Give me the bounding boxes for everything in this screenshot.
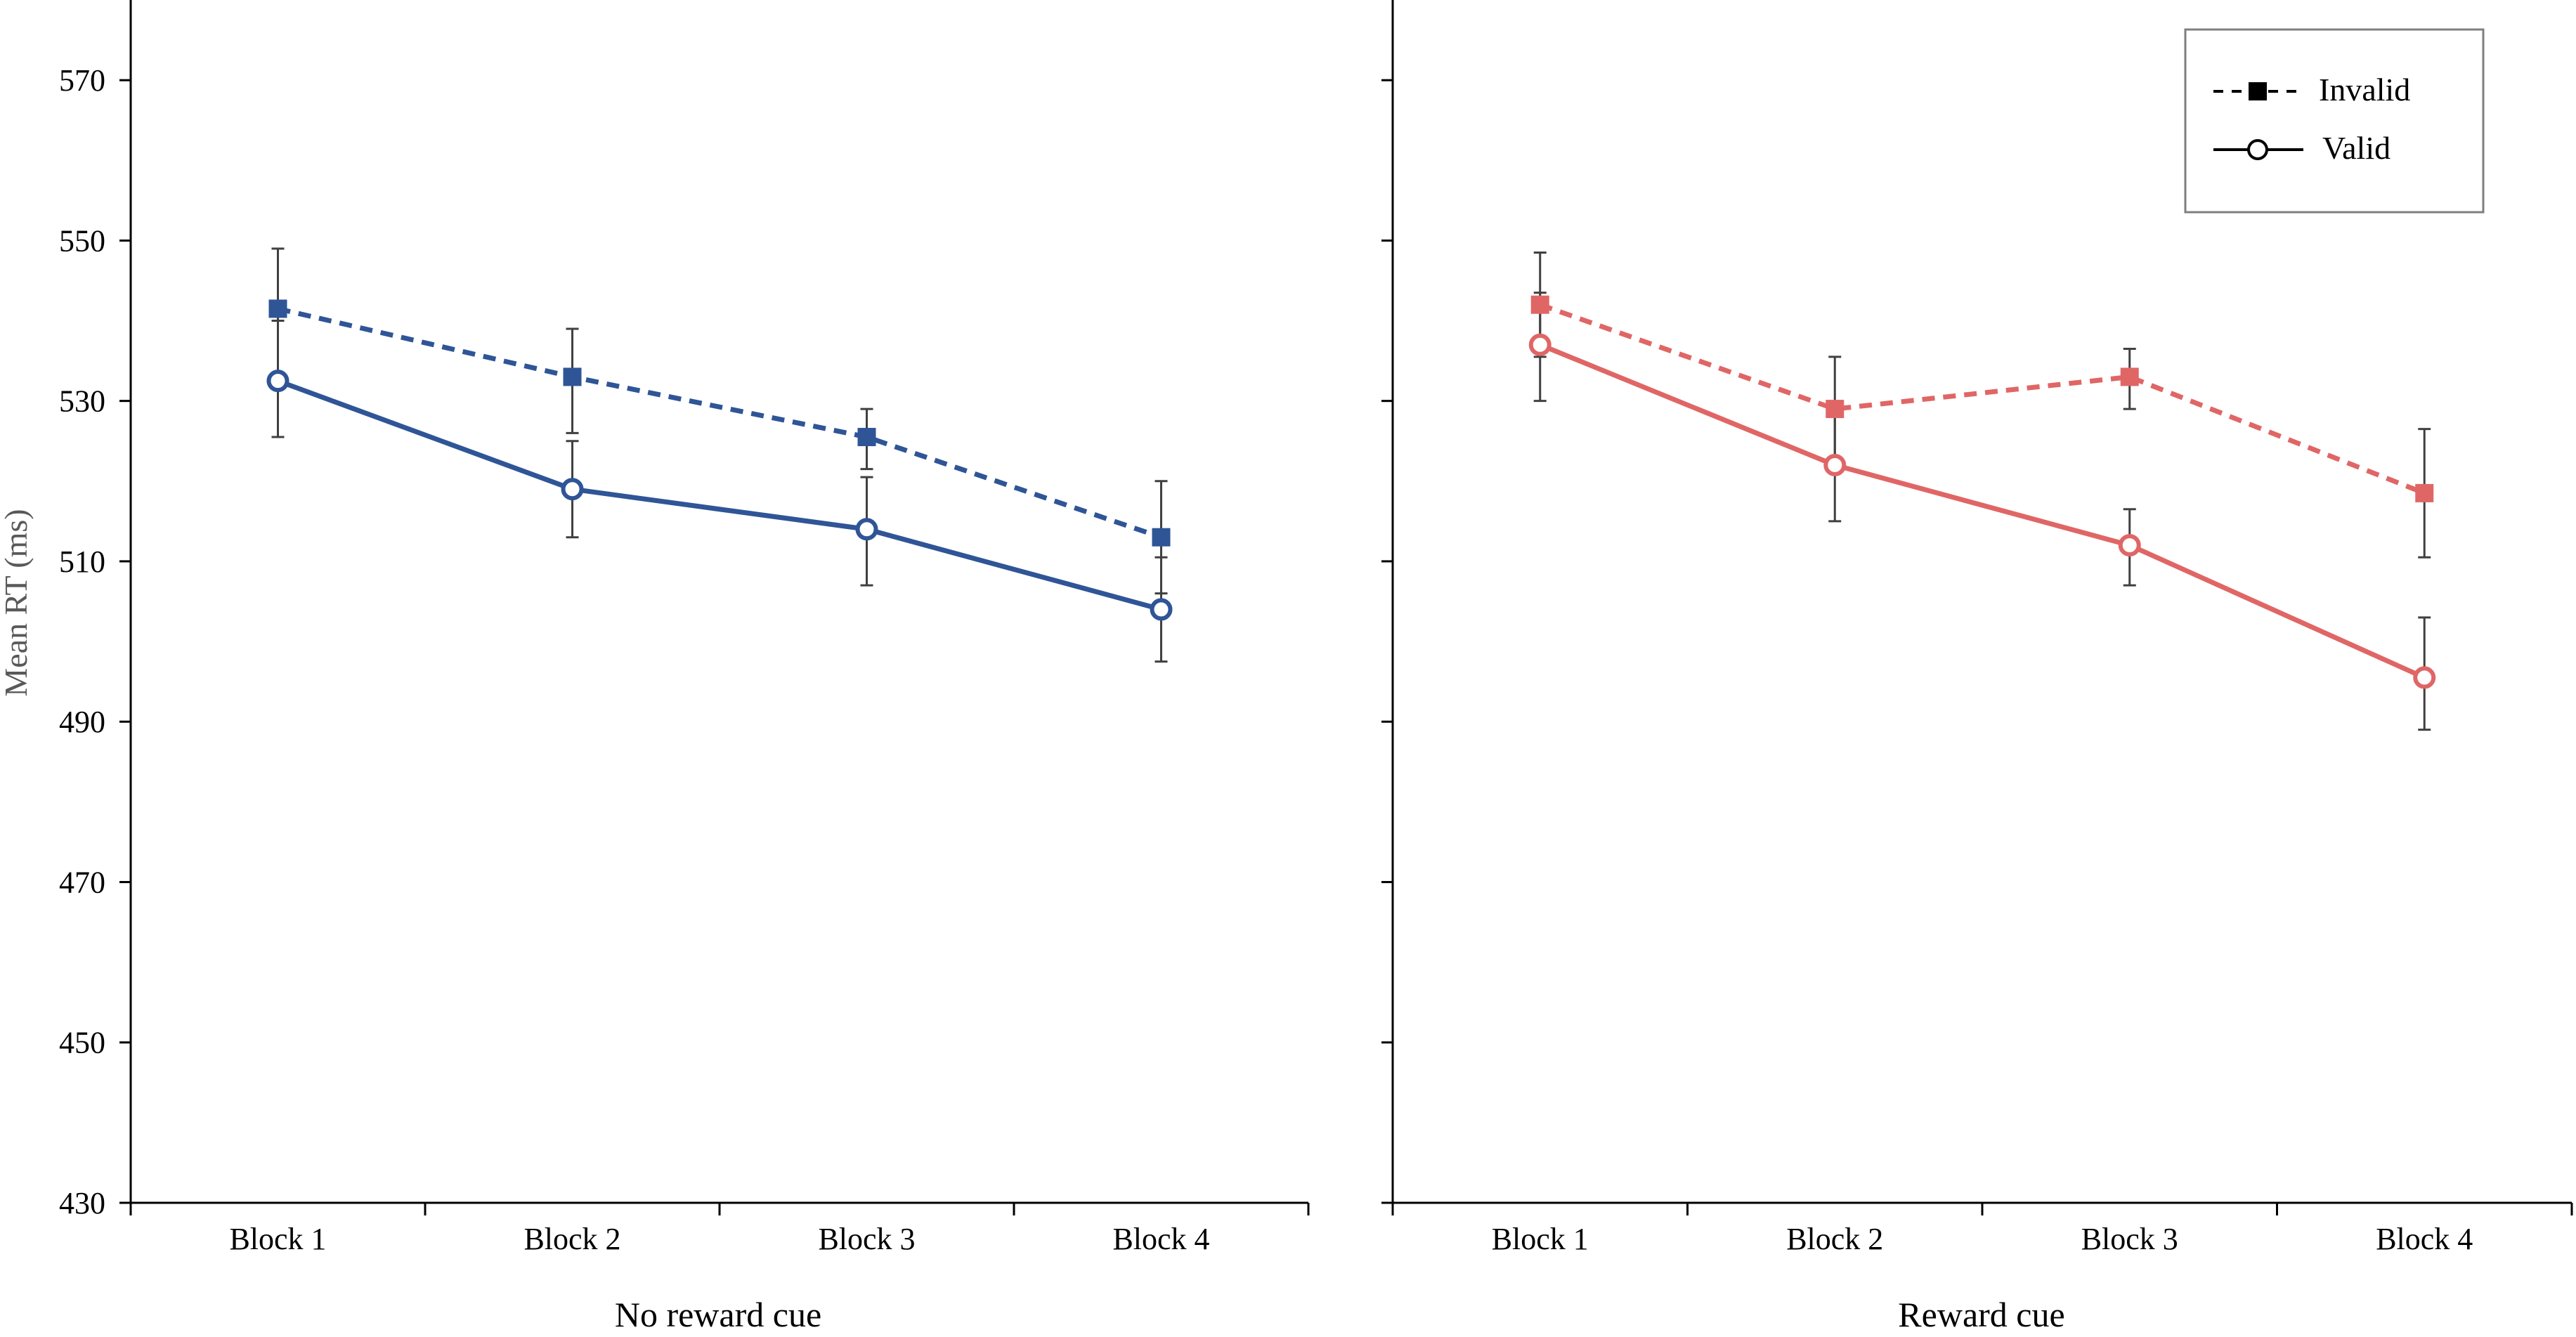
y-tick-label: 550 bbox=[59, 223, 105, 258]
legend-invalid-label: Invalid bbox=[2319, 72, 2410, 107]
data-point-valid bbox=[2413, 666, 2436, 689]
data-point-invalid bbox=[1152, 528, 1171, 547]
legend-invalid-marker bbox=[2249, 82, 2267, 100]
data-point-invalid bbox=[2120, 367, 2139, 386]
series-line-valid bbox=[1539, 342, 2426, 680]
data-point-valid bbox=[855, 518, 878, 541]
series-line-invalid bbox=[1539, 302, 2426, 496]
x-tick-label: Block 1 bbox=[229, 1222, 326, 1256]
x-tick-label: Block 4 bbox=[2376, 1222, 2473, 1256]
data-point-valid bbox=[1528, 333, 1552, 356]
data-point-valid bbox=[561, 478, 584, 501]
x-axis-title-right: Reward cue bbox=[1898, 1295, 2064, 1334]
x-tick-label: Block 4 bbox=[1112, 1222, 1209, 1256]
y-tick-label: 450 bbox=[59, 1026, 105, 1060]
data-point-valid bbox=[2118, 534, 2141, 557]
data-point-valid bbox=[1823, 453, 1847, 476]
panel-no-reward-cue: 430 450 470 490 510 530 550 570 Block 1 Block 2 Bl… bbox=[59, 0, 1310, 1256]
data-point-invalid bbox=[1530, 295, 1549, 314]
y-tick-label: 510 bbox=[59, 544, 105, 579]
y-tick-label: 570 bbox=[59, 63, 105, 98]
y-tick-label: 430 bbox=[59, 1186, 105, 1220]
legend-valid-marker bbox=[2247, 139, 2268, 160]
legend-box bbox=[2184, 28, 2485, 214]
series-line-valid bbox=[277, 378, 1162, 612]
legend-valid-label: Valid bbox=[2322, 130, 2390, 166]
x-tick-label: Block 3 bbox=[818, 1222, 915, 1256]
data-point-invalid bbox=[2415, 483, 2434, 502]
data-point-valid bbox=[1150, 598, 1173, 621]
series-line-invalid bbox=[277, 306, 1162, 540]
x-tick-label: Block 1 bbox=[1492, 1222, 1589, 1256]
data-point-invalid bbox=[1826, 400, 1845, 419]
x-tick-label: Block 2 bbox=[523, 1222, 620, 1256]
y-tick-label: 490 bbox=[59, 705, 105, 739]
data-point-invalid bbox=[563, 367, 582, 386]
x-tick-label: Block 2 bbox=[1786, 1222, 1883, 1256]
data-point-invalid bbox=[268, 299, 287, 318]
data-point-invalid bbox=[857, 428, 876, 447]
y-tick-label: 530 bbox=[59, 384, 105, 419]
legend: Invalid Valid bbox=[2184, 28, 2485, 214]
x-tick-label: Block 3 bbox=[2081, 1222, 2178, 1256]
y-tick-label: 470 bbox=[59, 865, 105, 899]
y-axis-title: Mean RT (ms) bbox=[0, 509, 34, 696]
data-point-valid bbox=[266, 370, 290, 393]
x-axis-title-left: No reward cue bbox=[615, 1295, 821, 1334]
panel-reward-cue: Block 1 Block 2 Block 3 Block 4 bbox=[1381, 0, 2573, 1256]
